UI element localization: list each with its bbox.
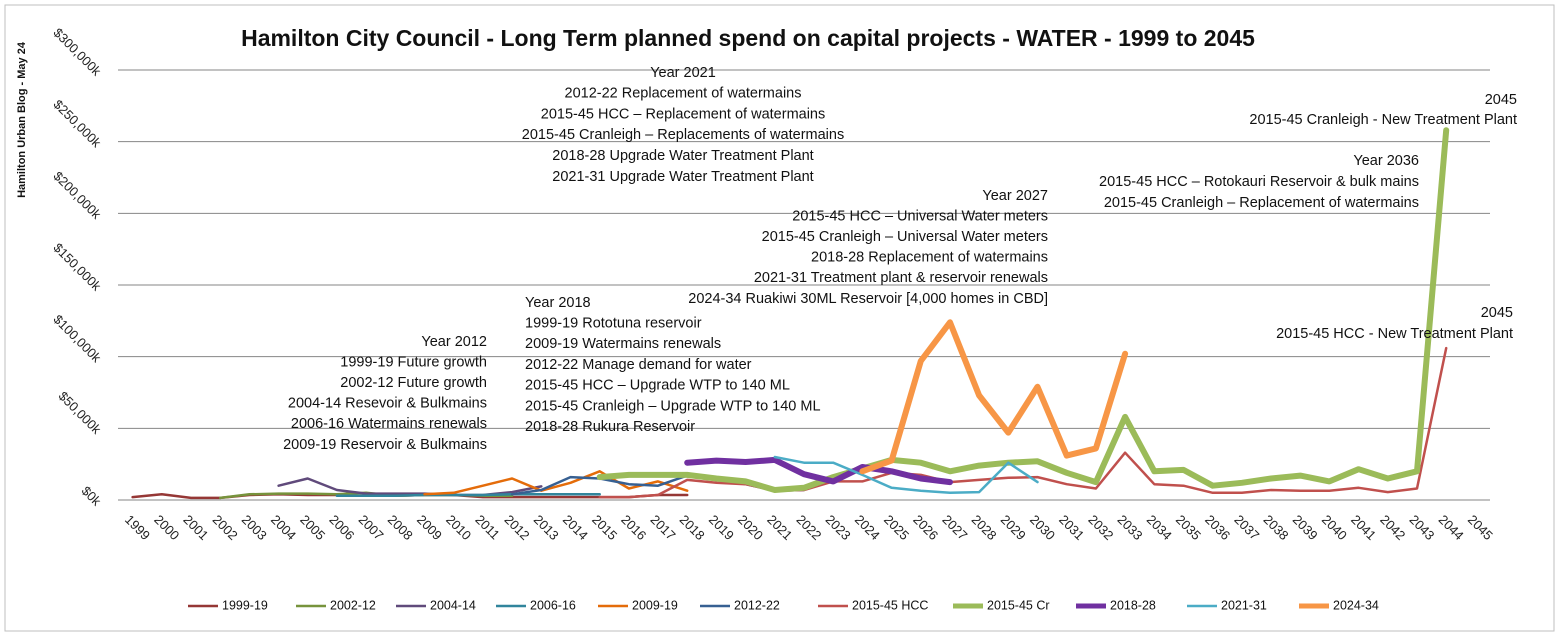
- annotation: 1999-19 Future growth: [340, 354, 487, 370]
- legend-label: 1999-19: [222, 598, 268, 612]
- annotation: Year 2036: [1353, 153, 1419, 169]
- series-line: [596, 127, 1450, 493]
- annotation: 2004-14 Resevoir & Bulkmains: [288, 396, 487, 412]
- annotation: 2021-31 Upgrade Water Treatment Plant: [552, 169, 813, 185]
- legend-label: 2012-22: [734, 598, 780, 612]
- annotation: 2015-45 HCC – Upgrade WTP to 140 ML: [525, 378, 790, 394]
- annotation: 2015-45 Cranleigh – Universal Water mete…: [762, 229, 1048, 245]
- annotation: 2018-28 Upgrade Water Treatment Plant: [552, 148, 813, 164]
- annotation: 2015-45 Cranleigh – Upgrade WTP to 140 M…: [525, 398, 821, 414]
- annotation: 2012-22 Manage demand for water: [525, 357, 752, 373]
- series-line: [598, 346, 1448, 499]
- series-line: [335, 493, 601, 497]
- annotation: 2015-45 HCC – Replacement of watermains: [541, 106, 826, 122]
- legend-label: 2009-19: [632, 598, 678, 612]
- legend-label: 2018-28: [1110, 598, 1156, 612]
- annotation: 2015-45 Cranleigh - New Treatment Plant: [1249, 112, 1517, 128]
- legend-label: 2006-16: [530, 598, 576, 612]
- annotation: 1999-19 Rototuna reservoir: [525, 316, 702, 332]
- plot: [131, 127, 1450, 500]
- annotation: 2015-45 Cranleigh – Replacements of wate…: [522, 127, 844, 143]
- chart-title: Hamilton City Council - Long Term planne…: [241, 25, 1255, 51]
- legend-label: 2004-14: [430, 598, 476, 612]
- annotation: 2002-12 Future growth: [340, 375, 487, 391]
- annotation: 2015-45 HCC – Rotokauri Reservoir & bulk…: [1099, 174, 1419, 190]
- annotation: 2015-45 HCC - New Treatment Plant: [1276, 326, 1513, 342]
- annotation: 2009-19 Watermains renewals: [525, 336, 721, 352]
- side-label: Hamilton Urban Blog - May 24: [16, 41, 28, 198]
- annotation: 2009-19 Reservoir & Bulkmains: [283, 437, 487, 453]
- series-line: [684, 456, 953, 486]
- legend-label: 2024-34: [1333, 598, 1379, 612]
- annotation: 2012-22 Replacement of watermains: [565, 86, 802, 102]
- annotation: Year 2012: [421, 334, 487, 350]
- annotation: 2045: [1481, 305, 1513, 321]
- annotation: 2015-45 Cranleigh – Replacement of water…: [1104, 195, 1419, 211]
- legend-label: 2015-45 Cr: [987, 598, 1050, 612]
- annotation: 2018-28 Rukura Reservoir: [525, 419, 695, 435]
- annotation: 2021-31 Treatment plant & reservoir rene…: [754, 270, 1048, 286]
- annotation: Year 2027: [982, 188, 1048, 204]
- annotation: 2015-45 HCC – Universal Water meters: [792, 208, 1048, 224]
- annotation: 2018-28 Replacement of watermains: [811, 250, 1048, 266]
- chart-frame: [4, 4, 1555, 632]
- grid: [118, 69, 1490, 501]
- series-line: [773, 455, 1039, 495]
- legend-label: 2015-45 HCC: [852, 598, 928, 612]
- annotation: Year 2018: [525, 295, 591, 311]
- annotation: 2024-34 Ruakiwi 30ML Reservoir [4,000 ho…: [688, 291, 1048, 307]
- legend-label: 2021-31: [1221, 598, 1267, 612]
- annotation: 2006-16 Watermains renewals: [291, 416, 487, 432]
- annotation: 2045: [1485, 92, 1517, 108]
- legend-label: 2002-12: [330, 598, 376, 612]
- annotation: Year 2021: [650, 65, 716, 81]
- series-line: [859, 319, 1129, 475]
